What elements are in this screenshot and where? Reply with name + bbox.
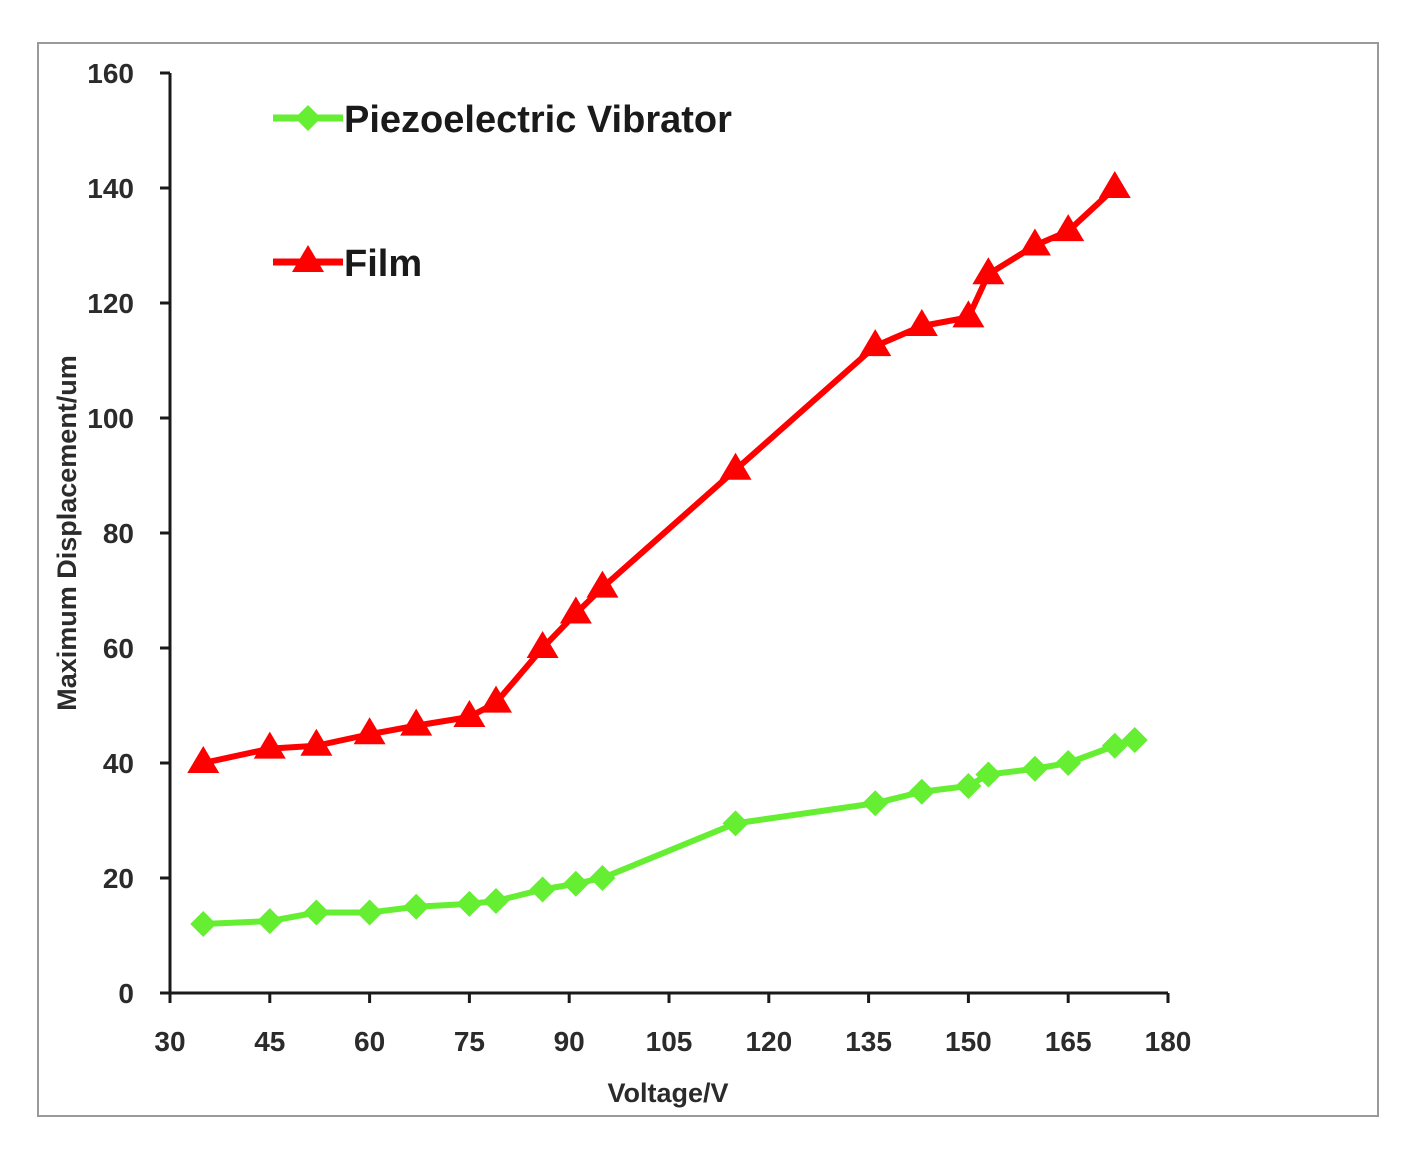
data-point-film bbox=[719, 452, 752, 480]
data-point-piezoelectric-vibrator bbox=[456, 890, 483, 917]
data-point-film bbox=[453, 700, 486, 727]
data-point-piezoelectric-vibrator bbox=[562, 870, 589, 897]
y-ticks: 0 20 40 60 80 100 120 140 160 bbox=[87, 58, 170, 1009]
data-point-film bbox=[952, 300, 985, 328]
y-tick-label: 160 bbox=[87, 58, 134, 89]
y-tick-label: 40 bbox=[103, 748, 134, 779]
data-point-film bbox=[972, 257, 1005, 285]
axes bbox=[168, 73, 1168, 995]
data-point-piezoelectric-vibrator bbox=[589, 865, 616, 891]
data-point-film bbox=[300, 728, 333, 756]
data-point-piezoelectric-vibrator bbox=[483, 888, 510, 914]
x-tick-label: 30 bbox=[154, 1026, 185, 1057]
data-point-film bbox=[353, 717, 386, 745]
data-point-piezoelectric-vibrator bbox=[1055, 750, 1082, 776]
data-point-film bbox=[905, 309, 938, 336]
y-tick-label: 80 bbox=[103, 518, 134, 549]
y-axis-title: Maximum Displacement/um bbox=[52, 355, 82, 711]
data-point-film bbox=[400, 708, 433, 736]
legend-item-film: Film bbox=[273, 243, 422, 285]
y-tick-label: 120 bbox=[87, 288, 134, 319]
series-piezoelectric-vibrator bbox=[190, 727, 1148, 937]
data-point-film bbox=[859, 329, 892, 357]
x-tick-label: 60 bbox=[354, 1026, 385, 1057]
x-axis-title: Voltage/V bbox=[607, 1078, 728, 1108]
data-point-piezoelectric-vibrator bbox=[955, 773, 982, 799]
data-point-piezoelectric-vibrator bbox=[1101, 732, 1128, 759]
data-point-piezoelectric-vibrator bbox=[1121, 727, 1148, 753]
legend-label-piezoelectric-vibrator: Piezoelectric Vibrator bbox=[344, 99, 732, 141]
series-line-film bbox=[202, 185, 1117, 766]
series-layer bbox=[187, 171, 1148, 937]
x-tick-label: 150 bbox=[945, 1026, 992, 1057]
legend-triangle-icon bbox=[292, 245, 324, 272]
y-tick-label: 100 bbox=[87, 403, 134, 434]
data-point-piezoelectric-vibrator bbox=[303, 899, 330, 926]
series-film bbox=[187, 171, 1131, 773]
x-tick-label: 135 bbox=[845, 1026, 892, 1057]
data-point-piezoelectric-vibrator bbox=[908, 778, 935, 805]
series-line-piezoelectric-vibrator bbox=[203, 737, 1136, 927]
data-point-film bbox=[253, 731, 286, 759]
x-tick-label: 90 bbox=[554, 1026, 585, 1057]
legend: Piezoelectric Vibrator Film bbox=[273, 99, 732, 285]
data-point-film bbox=[1052, 214, 1085, 242]
data-point-piezoelectric-vibrator bbox=[356, 899, 383, 926]
legend-diamond-icon bbox=[295, 105, 321, 131]
data-point-piezoelectric-vibrator bbox=[722, 810, 749, 837]
data-point-piezoelectric-vibrator bbox=[529, 876, 556, 903]
x-tick-label: 120 bbox=[745, 1026, 792, 1057]
data-point-piezoelectric-vibrator bbox=[1021, 755, 1048, 782]
x-ticks: 30 45 60 75 90 105 120 135 150 165 180 bbox=[154, 993, 1191, 1057]
x-tick-label: 105 bbox=[646, 1026, 693, 1057]
data-point-film bbox=[1098, 171, 1131, 198]
data-point-film bbox=[480, 685, 513, 713]
chart-frame bbox=[37, 42, 1379, 1117]
data-point-piezoelectric-vibrator bbox=[403, 893, 430, 920]
data-point-film bbox=[526, 631, 559, 658]
y-tick-label: 20 bbox=[103, 863, 134, 894]
y-tick-label: 0 bbox=[118, 978, 134, 1009]
data-point-film bbox=[187, 746, 220, 773]
y-tick-label: 140 bbox=[87, 173, 134, 204]
data-point-piezoelectric-vibrator bbox=[862, 790, 889, 817]
x-tick-label: 45 bbox=[254, 1026, 285, 1057]
data-point-film bbox=[559, 596, 592, 624]
data-point-film bbox=[586, 570, 619, 598]
y-tick-label: 60 bbox=[103, 633, 134, 664]
x-tick-label: 165 bbox=[1045, 1026, 1092, 1057]
x-tick-label: 75 bbox=[454, 1026, 485, 1057]
data-point-piezoelectric-vibrator bbox=[975, 761, 1002, 788]
legend-item-piezoelectric-vibrator: Piezoelectric Vibrator bbox=[273, 99, 732, 141]
x-tick-label: 180 bbox=[1145, 1026, 1192, 1057]
data-point-film bbox=[1018, 228, 1051, 256]
data-point-piezoelectric-vibrator bbox=[190, 911, 217, 937]
data-point-piezoelectric-vibrator bbox=[256, 908, 283, 935]
legend-label-film: Film bbox=[344, 243, 422, 285]
